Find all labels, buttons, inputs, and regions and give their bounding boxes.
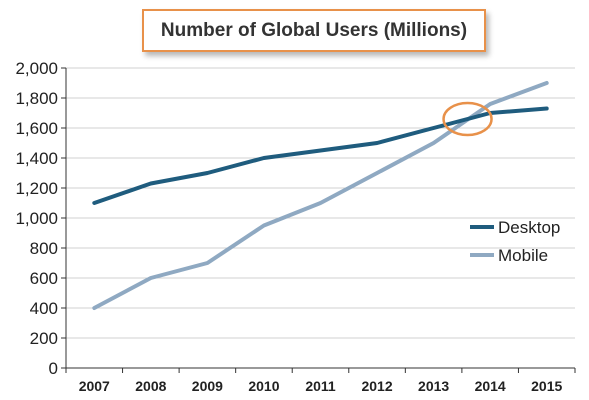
series-lines [92,81,549,310]
x-tick-label: 2011 [305,378,336,394]
series-line-desktop [92,106,549,205]
y-tick-label: 200 [30,329,58,348]
y-tick-label: 800 [30,239,58,258]
x-tick-label: 2015 [531,378,562,394]
highlight-circle [442,101,493,137]
y-tick-label: 0 [49,359,58,378]
axes [61,67,576,373]
legend-label-desktop: Desktop [498,218,560,237]
x-tick-label: 2012 [361,378,392,394]
y-tick-label: 1,000 [15,209,58,228]
x-tick-label: 2010 [248,378,279,394]
y-tick-label: 600 [30,269,58,288]
chart-title: Number of Global Users (Millions) [160,19,468,41]
y-tick-labels: 0 200 400 600 800 1,000 1,200 1,400 1,600 1,800 2,… [15,59,58,378]
y-tick-label: 1,400 [15,149,58,168]
x-tick-label: 2009 [192,378,223,394]
y-tick-label: 1,800 [15,89,58,108]
x-tick-label: 2014 [475,378,506,394]
x-tick-labels: 2007 2008 2009 2010 2011 2012 2013 2014 2015 [79,378,563,394]
y-tick-label: 1,200 [15,179,58,198]
x-tick-label: 2007 [79,378,110,394]
legend-label-mobile: Mobile [498,246,548,265]
legend: Desktop Mobile [470,218,560,265]
x-tick-label: 2013 [418,378,449,394]
chart-title-box: Number of Global Users (Millions) [142,9,486,52]
y-tick-label: 2,000 [15,59,58,78]
y-tick-label: 1,600 [15,119,58,138]
y-tick-label: 400 [30,299,58,318]
x-tick-label: 2008 [135,378,166,394]
annotation [442,101,493,137]
